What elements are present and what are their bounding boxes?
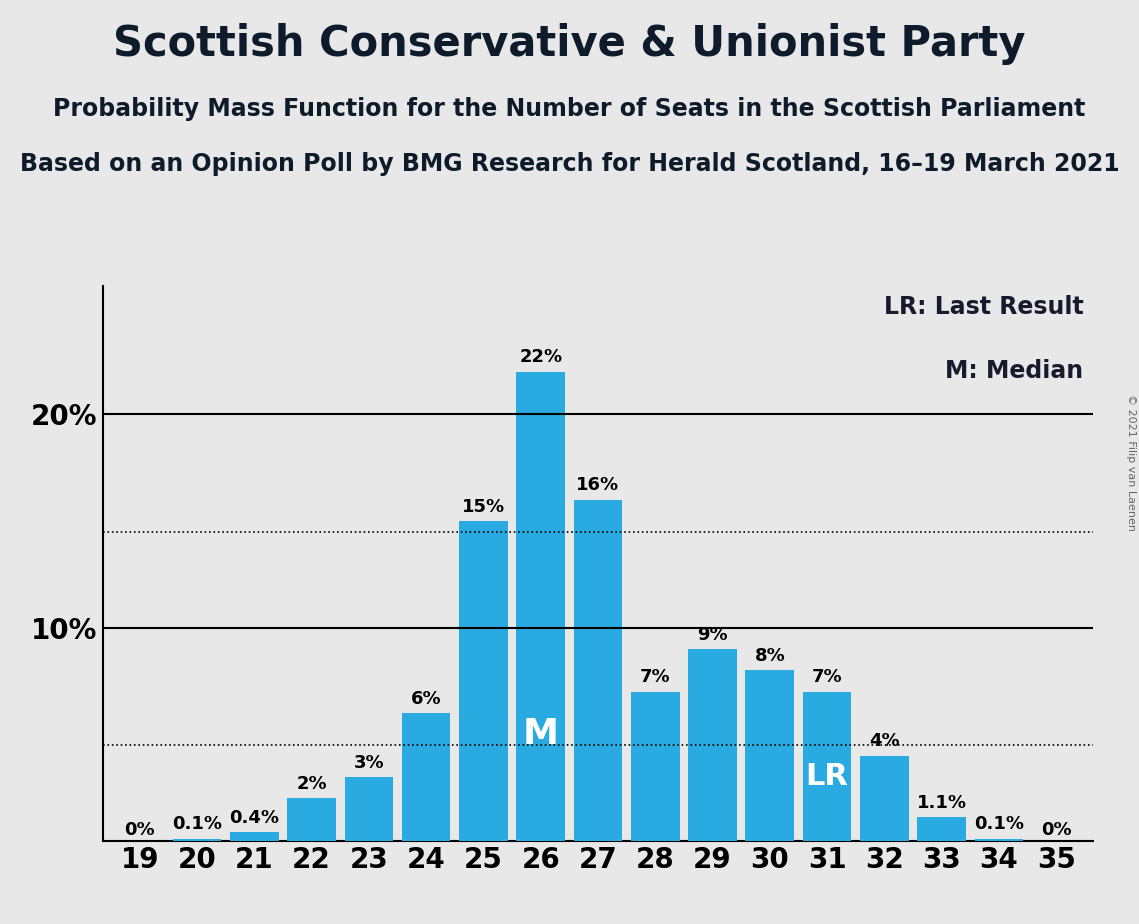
Bar xyxy=(516,371,565,841)
Bar xyxy=(631,691,680,841)
Text: 2%: 2% xyxy=(296,775,327,793)
Text: 0.1%: 0.1% xyxy=(974,815,1024,833)
Text: 0.4%: 0.4% xyxy=(229,809,279,827)
Text: 22%: 22% xyxy=(519,348,563,367)
Text: M: M xyxy=(523,717,559,751)
Text: 7%: 7% xyxy=(640,668,671,687)
Text: 4%: 4% xyxy=(869,732,900,750)
Text: 3%: 3% xyxy=(353,754,384,772)
Text: Scottish Conservative & Unionist Party: Scottish Conservative & Unionist Party xyxy=(113,23,1026,65)
Text: M: Median: M: Median xyxy=(945,359,1083,383)
Bar xyxy=(230,833,279,841)
Text: © 2021 Filip van Laenen: © 2021 Filip van Laenen xyxy=(1126,394,1136,530)
Text: LR: LR xyxy=(805,762,849,791)
Text: 0%: 0% xyxy=(124,821,155,839)
Bar xyxy=(917,818,966,841)
Bar xyxy=(402,713,451,841)
Bar xyxy=(287,798,336,841)
Text: 1.1%: 1.1% xyxy=(917,794,967,812)
Bar xyxy=(745,670,794,841)
Text: LR: Last Result: LR: Last Result xyxy=(884,295,1083,319)
Text: 9%: 9% xyxy=(697,626,728,644)
Bar xyxy=(688,649,737,841)
Bar xyxy=(173,839,221,841)
Text: Based on an Opinion Poll by BMG Research for Herald Scotland, 16–19 March 2021: Based on an Opinion Poll by BMG Research… xyxy=(19,152,1120,176)
Text: 15%: 15% xyxy=(461,498,505,516)
Bar xyxy=(803,691,852,841)
Text: 6%: 6% xyxy=(411,689,442,708)
Text: Probability Mass Function for the Number of Seats in the Scottish Parliament: Probability Mass Function for the Number… xyxy=(54,97,1085,121)
Bar xyxy=(344,777,393,841)
Text: 0.1%: 0.1% xyxy=(172,815,222,833)
Text: 8%: 8% xyxy=(754,647,785,665)
Bar xyxy=(459,521,508,841)
Text: 7%: 7% xyxy=(812,668,843,687)
Bar xyxy=(860,756,909,841)
Bar xyxy=(574,500,622,841)
Text: 0%: 0% xyxy=(1041,821,1072,839)
Bar xyxy=(975,839,1023,841)
Text: 16%: 16% xyxy=(576,477,620,494)
